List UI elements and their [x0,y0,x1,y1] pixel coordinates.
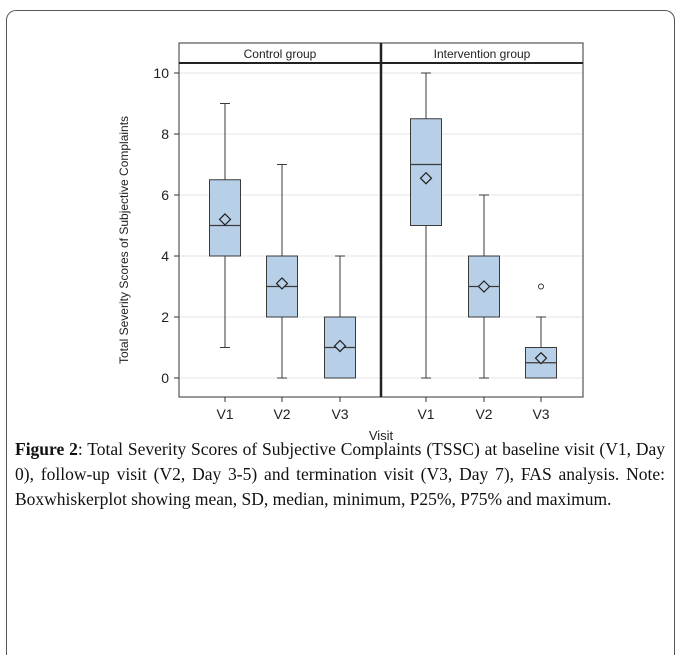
x-tick-label: V3 [331,406,348,422]
box-1-0 [410,72,442,379]
x-tick-label: V1 [417,406,434,422]
box-0-1 [266,164,298,379]
x-tick-label: V2 [475,406,492,422]
caption-text: : Total Severity Scores of Subjective Co… [15,439,665,509]
mean-marker [477,280,491,293]
x-axis-label: Visit [369,428,394,440]
y-tick-label: 2 [161,309,169,325]
mean-marker [534,351,548,365]
box-0-0 [209,103,241,348]
x-tick-label: V1 [216,406,233,422]
box-1-2 [525,283,557,379]
mean-marker [419,171,433,185]
box-1-1 [468,194,500,379]
panel-title: Intervention group [434,47,531,61]
y-tick-label: 0 [161,370,169,386]
x-tick-label: V2 [273,406,290,422]
y-tick-label: 4 [161,248,169,264]
x-tick-label: V3 [532,406,549,422]
box-iqr [209,179,241,257]
box-0-2 [324,255,356,379]
panel-title: Control group [244,47,317,61]
mean-marker [275,277,289,290]
y-tick-label: 8 [161,126,169,142]
y-tick-label: 10 [153,65,169,81]
mean-marker [333,339,347,353]
caption-label: Figure 2 [15,439,78,459]
figure-caption: Figure 2: Total Severity Scores of Subje… [15,437,665,512]
y-axis-label: Total Severity Scores of Subjective Comp… [117,116,131,364]
y-tick-label: 6 [161,187,169,203]
boxplot-chart: Control group Intervention group 0 2 4 6 8 10 To… [117,42,584,440]
mean-marker [218,213,232,226]
outlier-point [538,283,544,290]
box-iqr [410,118,442,226]
figure-card [6,10,675,655]
